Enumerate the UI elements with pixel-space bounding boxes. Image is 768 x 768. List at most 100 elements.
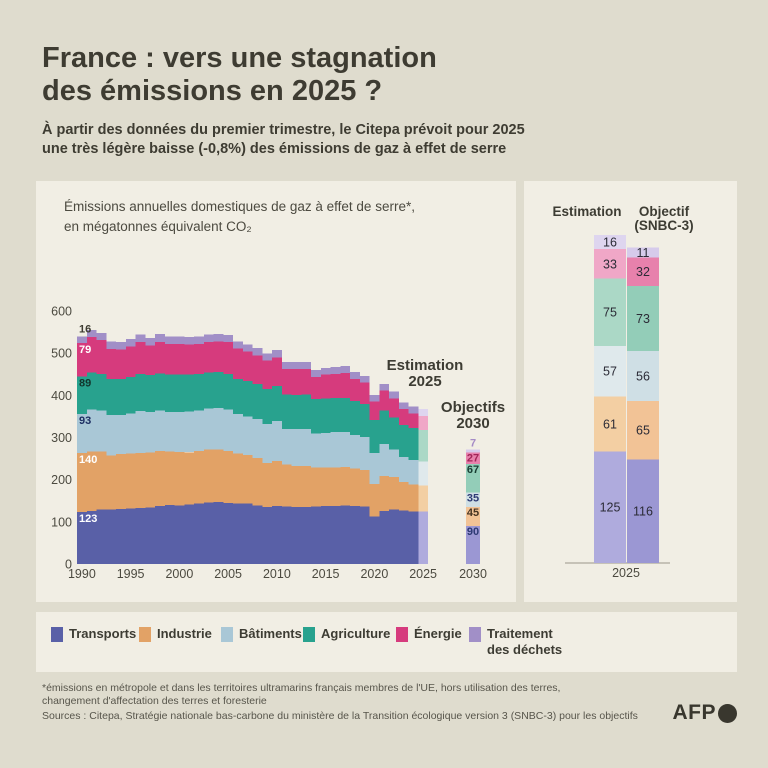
area-segment <box>369 516 380 564</box>
area-segment <box>301 466 312 508</box>
estimation-bar-label: 16 <box>603 236 617 250</box>
chart-title-line1: Émissions annuelles domestiques de gaz à… <box>64 199 415 214</box>
estimation-bar-label: 75 <box>603 306 617 320</box>
area-segment <box>262 388 273 424</box>
afp-logo-text: AFP <box>672 701 716 724</box>
area-segment <box>301 507 312 564</box>
area-segment <box>262 424 273 464</box>
area-segment <box>106 341 117 349</box>
area-segment <box>174 411 185 452</box>
value-label-1990: 16 <box>79 323 91 335</box>
area-segment <box>135 453 146 508</box>
y-axis-tick: 0 <box>65 558 72 572</box>
area-segment <box>350 378 360 402</box>
area-segment <box>398 409 409 425</box>
target-2030-segment <box>466 526 480 564</box>
area-segment <box>164 451 175 505</box>
x-axis-tick: 2030 <box>459 567 487 581</box>
area-segment <box>164 336 175 344</box>
area-segment <box>125 338 136 347</box>
area-segment <box>203 372 214 409</box>
area-segment <box>330 397 341 433</box>
objectif-bar-label: 116 <box>633 505 653 519</box>
target-2030-segment <box>466 452 480 465</box>
area-segment <box>311 370 321 377</box>
objectifs-annotation-line2: 2030 <box>456 415 490 432</box>
agriculture-swatch-icon <box>303 627 315 642</box>
area-segment <box>359 382 370 404</box>
batiments-swatch-icon <box>221 627 233 642</box>
area-segment <box>291 507 302 564</box>
area-segment <box>242 351 253 381</box>
area-segment <box>184 452 195 505</box>
area-segment <box>379 410 390 444</box>
area-segment <box>164 504 175 564</box>
area-segment <box>155 410 165 451</box>
area-segment <box>350 505 360 564</box>
target-2030-segment <box>466 492 480 508</box>
area-segment <box>106 509 117 564</box>
area-segment <box>155 450 165 506</box>
area-segment <box>398 424 409 457</box>
area-segment <box>379 443 390 476</box>
area-segment <box>203 341 214 373</box>
dechets-swatch-icon <box>469 627 481 642</box>
area-segment <box>155 334 165 342</box>
x-axis-tick: 2015 <box>312 567 340 581</box>
area-segment <box>272 357 282 387</box>
area-segment <box>340 467 351 506</box>
estimation-bar-segment <box>594 249 626 279</box>
area-segment <box>262 463 273 508</box>
area-segment <box>116 378 126 416</box>
area-segment <box>184 337 195 345</box>
area-segment <box>203 502 214 564</box>
area-segment <box>301 362 312 370</box>
area-segment <box>350 468 360 506</box>
area-segment <box>135 374 146 411</box>
area-segment <box>233 348 243 379</box>
legend-label: Traitement des déchets <box>487 626 563 657</box>
value-label-1990: 93 <box>79 415 91 427</box>
legend-item-dechets: Traitement des déchets <box>469 626 567 658</box>
legend-label: Bâtiments <box>239 626 302 641</box>
area-segment <box>155 341 165 374</box>
page-subtitle: À partir des données du premier trimestr… <box>42 121 525 159</box>
area-segment <box>77 413 87 454</box>
area-segment <box>213 449 224 503</box>
area-segment <box>340 397 351 433</box>
area-segment <box>233 453 243 504</box>
estimation-bar-label: 125 <box>600 501 621 515</box>
area-segment <box>233 503 243 564</box>
area-segment <box>125 413 136 454</box>
area-segment <box>135 334 146 343</box>
value-label-1990: 79 <box>79 344 91 356</box>
area-segment <box>350 372 360 379</box>
target-2030-label: 67 <box>467 464 479 476</box>
area-segment <box>145 337 156 346</box>
legend-label: Industrie <box>157 626 212 641</box>
objectif-bar-segment <box>627 401 659 460</box>
area-segment <box>155 505 165 564</box>
area-segment <box>184 411 195 453</box>
area-segment <box>125 508 136 564</box>
area-segment <box>418 415 429 430</box>
area-segment <box>77 512 87 564</box>
area-segment <box>272 386 282 422</box>
area-segment <box>145 375 156 412</box>
area-segment <box>96 332 107 341</box>
area-segment <box>242 344 253 352</box>
energie-swatch-icon <box>396 627 408 642</box>
area-segment <box>213 341 224 373</box>
area-segment <box>194 503 204 564</box>
area-segment <box>125 453 136 509</box>
area-segment <box>174 343 185 375</box>
area-segment <box>311 467 321 507</box>
area-segment <box>223 374 234 410</box>
area-segment <box>330 373 341 398</box>
area-segment <box>408 428 419 460</box>
area-segment <box>145 345 156 376</box>
area-segment <box>320 432 331 468</box>
emissions-area-chart: 0 100 200 300 400 500 600 123 140 93 89 79 16 1990 199… <box>51 304 487 581</box>
area-segment <box>369 419 380 454</box>
area-segment <box>213 334 224 342</box>
